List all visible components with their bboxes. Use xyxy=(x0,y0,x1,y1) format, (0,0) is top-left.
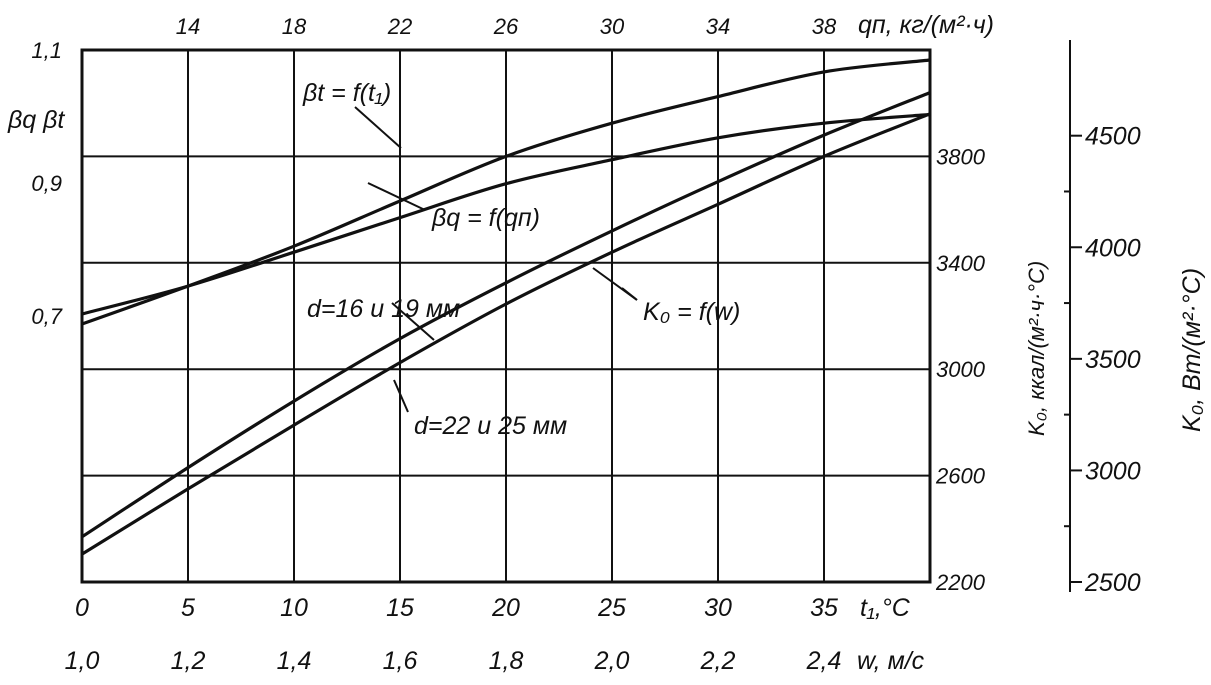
tick-label-t1: 10 xyxy=(280,594,308,622)
bottom-axis-w-ticks: 1,0 1,2 1,4 1,6 1,8 2,0 2,2 2,4 xyxy=(65,647,842,675)
annotation-k0: K₀ = f(w) xyxy=(643,298,740,326)
tick-label-w-speed: 1,0 xyxy=(65,647,100,675)
annotation-leader-line xyxy=(354,106,402,149)
annotation-d-16-19: d=16 и 19 мм xyxy=(307,295,460,323)
tick-label-qn: 14 xyxy=(176,14,200,39)
tick-label-beta: 0,9 xyxy=(31,171,62,196)
tick-label-t1: 30 xyxy=(704,594,732,622)
series-line-2 xyxy=(81,112,931,316)
tick-label-kcal: 2200 xyxy=(935,570,986,595)
bottom-axis-w-label: w, м/с xyxy=(857,647,925,675)
annotation-leader-line xyxy=(391,302,435,341)
tick-label-w-speed: 2,2 xyxy=(700,647,736,675)
tick-label-qn: 34 xyxy=(706,14,730,39)
tick-label-qn: 30 xyxy=(600,14,625,39)
tick-label-w-speed: 1,6 xyxy=(383,647,418,675)
tick-label-w: 3500 xyxy=(1085,346,1141,374)
tick-label-t1: 5 xyxy=(181,594,195,622)
series-line-3 xyxy=(81,91,931,539)
top-axis-qn-label: qп, кг/(м²·ч) xyxy=(858,11,994,39)
left-axis-beta-label: βq βt xyxy=(7,106,65,134)
tick-label-w-speed: 1,4 xyxy=(277,647,312,675)
tick-label-w: 4000 xyxy=(1085,234,1141,262)
tick-label-w: 2500 xyxy=(1084,569,1141,597)
right-axis-kcal-label: K₀, ккал/(м²·ч·°C) xyxy=(1024,261,1049,436)
tick-label-qn: 22 xyxy=(387,14,412,39)
tick-label-qn: 38 xyxy=(812,14,837,39)
tick-label-t1: 25 xyxy=(597,594,626,622)
tick-label-t1: 0 xyxy=(75,594,89,622)
annotation-leader-line xyxy=(393,379,409,413)
tick-label-t1: 35 xyxy=(810,594,838,622)
curves xyxy=(81,58,931,556)
bottom-axis-t1-label: t₁,°C xyxy=(860,594,911,622)
annotation-leader-line xyxy=(621,287,638,301)
tick-label-kcal: 2600 xyxy=(935,464,986,489)
far-right-axis-w-label: K₀, Вт/(м²·°C) xyxy=(1178,268,1206,432)
left-axis-beta-ticks: 1,1 0,9 0,7 xyxy=(31,38,62,329)
tick-label-w-speed: 1,2 xyxy=(171,647,206,675)
tick-label-t1: 20 xyxy=(491,594,520,622)
annotation-beta-t: βt = f(t₁) xyxy=(302,79,391,107)
annotation-leader-line xyxy=(367,182,426,211)
series-line-1 xyxy=(81,58,931,326)
tick-label-t1: 15 xyxy=(386,594,414,622)
grid xyxy=(80,48,932,584)
tick-label-w: 4500 xyxy=(1085,123,1141,151)
tick-label-w-speed: 2,4 xyxy=(806,647,842,675)
leaders xyxy=(354,106,638,413)
tick-label-kcal: 3000 xyxy=(936,357,986,382)
tick-label-beta: 0,7 xyxy=(31,304,62,329)
tick-label-beta: 1,1 xyxy=(31,38,62,63)
top-axis-qn-ticks: 14 18 22 26 30 34 38 xyxy=(176,14,837,39)
right-axis-kcal-ticks: 3800 3400 3000 2600 2200 xyxy=(935,144,986,595)
tick-label-w-speed: 1,8 xyxy=(489,647,524,675)
series-line-4 xyxy=(81,112,931,556)
annotation-d-22-25: d=22 и 25 мм xyxy=(414,412,567,440)
annotation-beta-q: βq = f(qп) xyxy=(431,204,540,232)
tick-label-w: 3000 xyxy=(1085,457,1141,485)
tick-label-qn: 18 xyxy=(282,14,307,39)
tick-label-kcal: 3800 xyxy=(936,144,986,169)
far-right-axis-w-ticks: 4500 4000 3500 3000 2500 xyxy=(1064,40,1141,597)
tick-label-kcal: 3400 xyxy=(936,251,986,276)
tick-label-qn: 26 xyxy=(493,14,519,39)
tick-label-w-speed: 2,0 xyxy=(594,647,630,675)
bottom-axis-t1-ticks: 0 5 10 15 20 25 30 35 xyxy=(75,594,838,622)
